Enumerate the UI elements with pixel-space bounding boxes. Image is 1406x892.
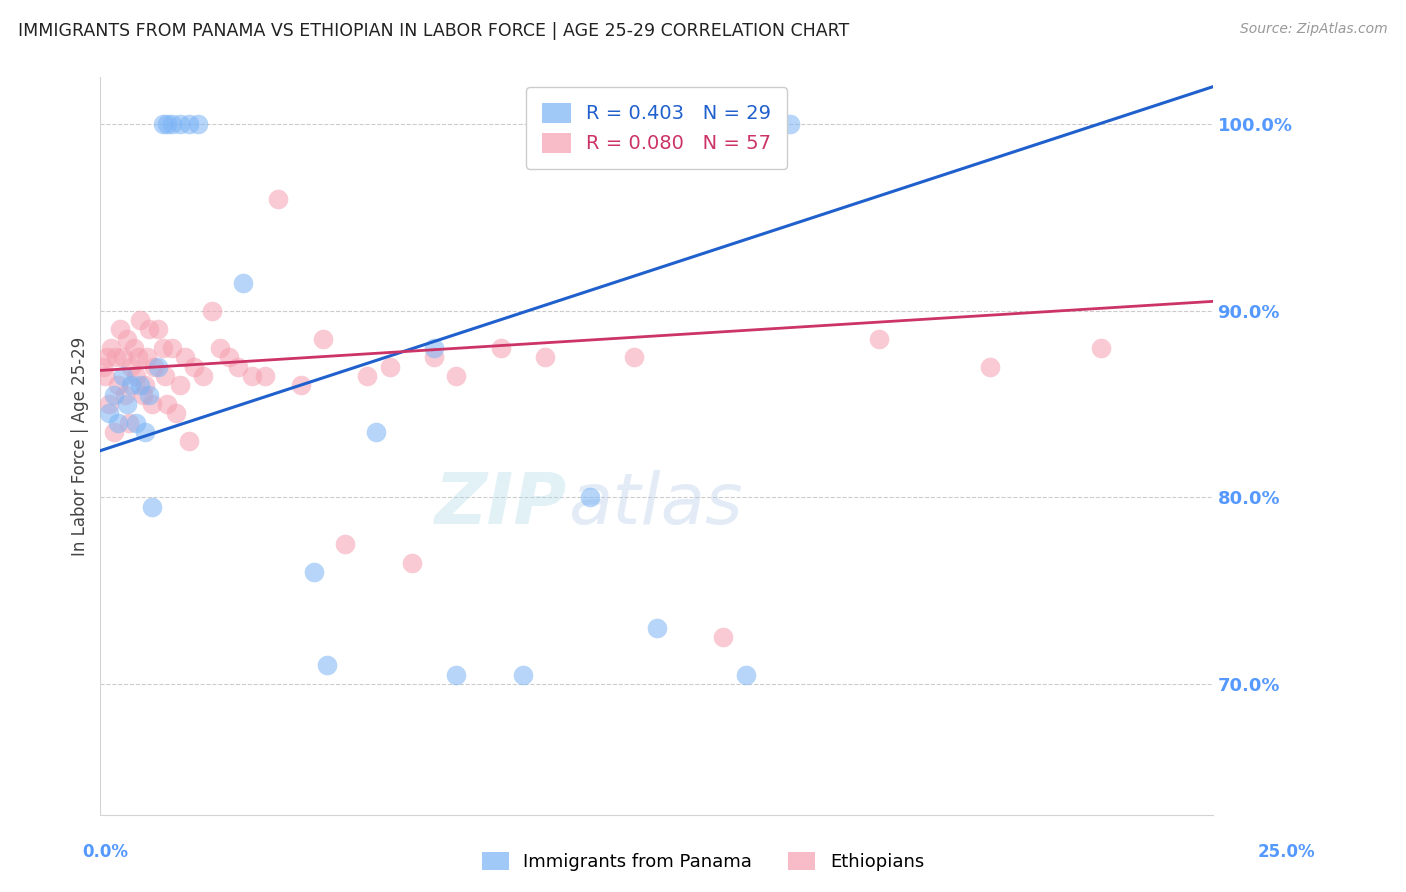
Point: [401, 556, 423, 570]
Point: [121, 359, 143, 374]
Legend: R = 0.403   N = 29, R = 0.080   N = 57: R = 0.403 N = 29, R = 0.080 N = 57: [526, 87, 787, 169]
Point: [103, 387, 125, 401]
Point: [779, 117, 801, 131]
Point: [200, 303, 222, 318]
Point: [141, 500, 163, 514]
Point: [138, 387, 160, 401]
Point: [489, 341, 512, 355]
Point: [152, 341, 174, 355]
Point: [134, 425, 156, 439]
Point: [153, 369, 176, 384]
Point: [446, 369, 468, 384]
Point: [134, 378, 156, 392]
Text: IMMIGRANTS FROM PANAMA VS ETHIOPIAN IN LABOR FORCE | AGE 25-29 CORRELATION CHART: IMMIGRANTS FROM PANAMA VS ETHIOPIAN IN L…: [18, 22, 849, 40]
Point: [111, 369, 134, 384]
Point: [169, 117, 191, 131]
Point: [423, 341, 446, 355]
Point: [316, 658, 339, 673]
Point: [191, 369, 214, 384]
Point: [136, 351, 159, 365]
Point: [125, 369, 148, 384]
Point: [125, 416, 148, 430]
Point: [107, 378, 129, 392]
Point: [107, 416, 129, 430]
Point: [423, 351, 446, 365]
Point: [183, 359, 205, 374]
Point: [148, 359, 170, 374]
Point: [156, 397, 179, 411]
Point: [127, 351, 149, 365]
Point: [110, 322, 132, 336]
Point: [115, 332, 138, 346]
Point: [100, 341, 122, 355]
Point: [512, 667, 534, 681]
Point: [138, 322, 160, 336]
Point: [366, 425, 388, 439]
Point: [131, 387, 153, 401]
Text: atlas: atlas: [568, 470, 742, 540]
Point: [253, 369, 276, 384]
Point: [218, 351, 240, 365]
Point: [312, 332, 335, 346]
Point: [148, 322, 170, 336]
Point: [129, 313, 152, 327]
Point: [979, 359, 1001, 374]
Point: [160, 341, 183, 355]
Point: [94, 369, 117, 384]
Point: [141, 397, 163, 411]
Point: [129, 378, 152, 392]
Point: [232, 276, 254, 290]
Point: [187, 117, 209, 131]
Point: [160, 117, 183, 131]
Point: [209, 341, 232, 355]
Y-axis label: In Labor Force | Age 25-29: In Labor Force | Age 25-29: [72, 336, 89, 556]
Point: [534, 351, 557, 365]
Point: [96, 351, 118, 365]
Point: [118, 416, 141, 430]
Point: [446, 667, 468, 681]
Point: [114, 387, 136, 401]
Point: [623, 351, 645, 365]
Point: [645, 621, 668, 635]
Text: 0.0%: 0.0%: [83, 843, 128, 861]
Text: 25.0%: 25.0%: [1258, 843, 1315, 861]
Point: [115, 397, 138, 411]
Legend: Immigrants from Panama, Ethiopians: Immigrants from Panama, Ethiopians: [475, 845, 931, 879]
Text: ZIP: ZIP: [436, 470, 568, 540]
Point: [240, 369, 263, 384]
Point: [226, 359, 249, 374]
Point: [169, 378, 191, 392]
Point: [98, 406, 121, 420]
Point: [91, 359, 114, 374]
Point: [122, 341, 145, 355]
Point: [578, 491, 600, 505]
Point: [103, 425, 125, 439]
Point: [333, 537, 356, 551]
Point: [174, 351, 197, 365]
Point: [734, 667, 756, 681]
Point: [111, 351, 134, 365]
Point: [356, 369, 378, 384]
Point: [1090, 341, 1112, 355]
Point: [711, 630, 734, 644]
Point: [378, 359, 401, 374]
Point: [179, 117, 201, 131]
Point: [156, 117, 179, 131]
Point: [104, 351, 127, 365]
Point: [179, 434, 201, 449]
Point: [267, 192, 290, 206]
Point: [165, 406, 187, 420]
Point: [121, 378, 143, 392]
Point: [142, 359, 165, 374]
Point: [98, 397, 121, 411]
Point: [302, 565, 325, 579]
Text: Source: ZipAtlas.com: Source: ZipAtlas.com: [1240, 22, 1388, 37]
Point: [868, 332, 890, 346]
Point: [290, 378, 312, 392]
Point: [152, 117, 174, 131]
